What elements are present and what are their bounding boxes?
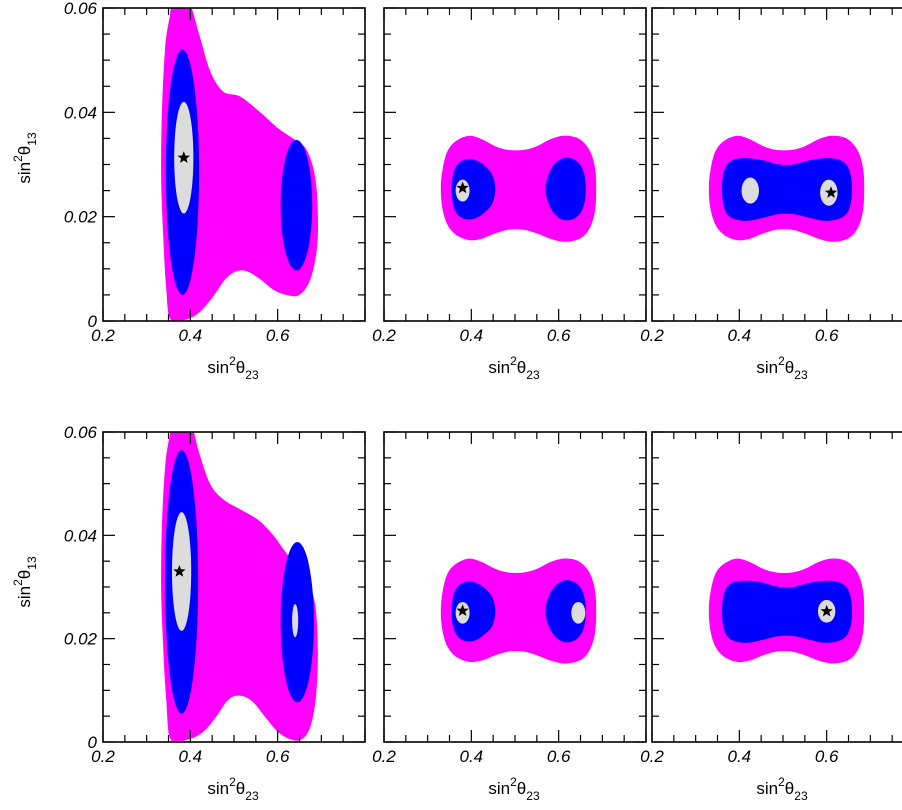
plot-area	[440, 558, 597, 664]
region-outer	[161, 8, 319, 321]
y-tick-label: 0	[88, 312, 98, 331]
region-middle	[721, 158, 852, 221]
x-tick-label: 0.2	[640, 747, 664, 766]
x-tick-label: 0.6	[266, 747, 290, 766]
best-fit-star	[177, 151, 190, 163]
x-tick-label: 0.2	[91, 747, 115, 766]
x-tick-label: 0.4	[728, 326, 752, 345]
y-axis-label: sin2θ13	[11, 556, 39, 608]
x-tick-label: 0.6	[266, 326, 290, 345]
x-tick-label: 0.6	[547, 747, 571, 766]
best-fit-star	[173, 565, 186, 577]
panel-bottom-left: 0.2 0.4 0.6 0 0.02 0.04 0.06 sin2θ23 sin2θ13	[11, 423, 366, 803]
x-tick-label: 0.6	[815, 326, 839, 345]
x-tick-label: 0.2	[640, 326, 664, 345]
best-fit-star	[456, 604, 469, 616]
x-axis-label: sin2θ23	[207, 354, 259, 382]
y-axis-label: sin2θ13	[11, 132, 39, 184]
region-middle-right	[545, 580, 586, 643]
x-axis-label: sin2θ23	[756, 354, 808, 382]
plot-area	[161, 8, 319, 321]
region-inner-1	[741, 177, 759, 204]
region-inner-2	[292, 604, 299, 638]
panel-bottom-middle: 0.2 0.4 0.6 sin2θ23	[372, 431, 647, 803]
region-middle-left	[451, 159, 496, 220]
panel-bottom-right: 0.2 0.4 0.6 sin2θ23	[640, 431, 902, 803]
x-tick-label: 0.2	[91, 326, 115, 345]
y-tick-label: 0.06	[64, 0, 98, 18]
region-inner-2	[571, 601, 586, 624]
x-axis-label: sin2θ23	[756, 775, 808, 803]
plot-area	[708, 558, 865, 664]
x-tick-label: 0.2	[372, 326, 396, 345]
panel-top-right: 0.2 0.4 0.6 sin2θ23	[640, 7, 902, 382]
y-tick-label: 0.02	[64, 630, 98, 649]
y-tick-label: 0.04	[64, 526, 97, 545]
x-tick-label: 0.6	[815, 747, 839, 766]
panel-top-left: 0.2 0.4 0.6 0 0.02 0.04 0.06 sin2θ23 sin2θ13	[11, 0, 366, 382]
x-tick-label: 0.4	[460, 326, 484, 345]
y-tick-label: 0	[88, 733, 98, 752]
y-tick-label: 0.04	[64, 103, 97, 122]
panel-top-middle: 0.2 0.4 0.6 sin2θ23	[372, 7, 647, 382]
region-middle-right	[545, 157, 586, 221]
x-tick-label: 0.4	[460, 747, 484, 766]
x-axis-label: sin2θ23	[488, 354, 540, 382]
y-tick-label: 0.02	[64, 208, 98, 227]
x-tick-label: 0.4	[179, 747, 203, 766]
best-fit-star	[456, 181, 469, 194]
region-middle-left	[451, 581, 496, 642]
region-outer	[161, 432, 318, 742]
plot-area	[161, 432, 318, 742]
x-tick-label: 0.4	[728, 747, 752, 766]
x-axis-label: sin2θ23	[207, 775, 259, 803]
x-tick-label: 0.6	[547, 326, 571, 345]
plot-area	[708, 135, 865, 242]
x-tick-label: 0.4	[179, 326, 203, 345]
x-tick-label: 0.2	[372, 747, 396, 766]
y-tick-label: 0.06	[64, 423, 98, 442]
region-middle	[721, 580, 852, 643]
best-fit-star	[824, 186, 838, 198]
plot-area	[440, 135, 597, 242]
region-middle-right	[280, 140, 313, 271]
x-axis-label: sin2θ23	[488, 775, 540, 803]
best-fit-star	[820, 604, 833, 617]
